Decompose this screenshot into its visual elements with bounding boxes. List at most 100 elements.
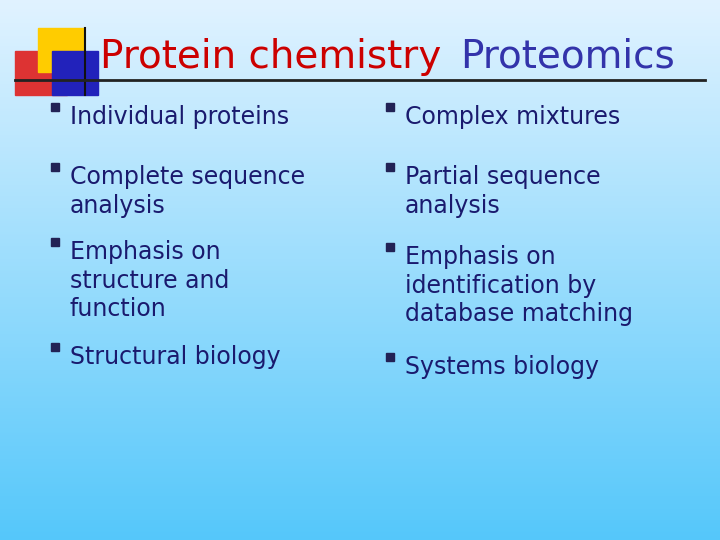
Bar [0, 214, 720, 216]
Bar [0, 185, 720, 187]
Bar [0, 46, 720, 49]
Bar [0, 171, 720, 173]
Bar [0, 201, 720, 204]
Text: Emphasis on
identification by
database matching: Emphasis on identification by database m… [405, 245, 633, 327]
Bar [0, 167, 720, 169]
Bar [0, 194, 720, 196]
Bar [0, 26, 720, 29]
Bar [0, 19, 720, 22]
Bar [0, 192, 720, 194]
Bar [0, 302, 720, 304]
Bar [0, 511, 720, 513]
Bar [0, 264, 720, 266]
Bar [0, 140, 720, 142]
Bar [0, 414, 720, 416]
Bar [52, 51, 98, 95]
Bar [0, 141, 720, 144]
Text: Complex mixtures: Complex mixtures [405, 105, 620, 129]
Text: Partial sequence
analysis: Partial sequence analysis [405, 165, 600, 218]
Bar [0, 131, 720, 133]
Bar [0, 311, 720, 313]
Bar [0, 43, 720, 45]
Bar [0, 75, 720, 77]
Bar [0, 156, 720, 158]
Bar [0, 431, 720, 434]
Bar [0, 446, 720, 448]
Bar [0, 268, 720, 270]
Bar [0, 178, 720, 180]
Bar [0, 33, 720, 36]
Bar [0, 66, 720, 69]
Bar [0, 363, 720, 366]
Bar [0, 529, 720, 531]
Bar [0, 473, 720, 475]
Bar [0, 295, 720, 297]
Bar [0, 287, 720, 290]
Bar [0, 233, 720, 236]
Bar [0, 421, 720, 423]
Bar [0, 303, 720, 306]
Bar [0, 336, 720, 339]
Bar [0, 291, 720, 293]
Bar [0, 208, 720, 211]
Bar [0, 257, 720, 259]
Bar [0, 113, 720, 115]
Bar [0, 163, 720, 166]
Bar [0, 354, 720, 356]
Bar [0, 449, 720, 452]
Bar [0, 309, 720, 312]
Bar [0, 129, 720, 131]
Bar [0, 152, 720, 155]
Bar [0, 536, 720, 538]
Bar [0, 509, 720, 511]
Bar [0, 25, 720, 27]
Bar [0, 266, 720, 268]
Bar [0, 222, 720, 225]
Bar [0, 68, 720, 70]
Bar [0, 367, 720, 369]
Bar [0, 322, 720, 324]
Bar [0, 84, 720, 86]
Bar [0, 464, 720, 466]
Bar [0, 97, 720, 99]
Bar [0, 1, 720, 4]
Bar [0, 468, 720, 470]
Bar [0, 276, 720, 279]
Bar [0, 327, 720, 329]
Bar [0, 117, 720, 119]
Bar [0, 341, 720, 344]
Bar [0, 0, 720, 2]
Bar [0, 253, 720, 255]
Bar [0, 376, 720, 378]
Bar [0, 438, 720, 441]
Bar [0, 370, 720, 373]
Bar [0, 23, 720, 25]
Bar [0, 55, 720, 58]
Bar [0, 286, 720, 288]
Bar [0, 122, 720, 124]
Bar [0, 206, 720, 209]
Bar [0, 279, 720, 281]
Bar [0, 248, 720, 250]
Bar [0, 476, 720, 479]
Bar [0, 10, 720, 12]
Bar [0, 395, 720, 398]
Bar [0, 232, 720, 234]
Bar [0, 134, 720, 137]
Bar [0, 422, 720, 425]
Bar [0, 125, 720, 128]
Bar [0, 28, 720, 31]
Bar [0, 118, 720, 120]
Bar [0, 392, 720, 394]
Bar [0, 239, 720, 241]
Bar [0, 280, 720, 282]
Bar [0, 377, 720, 380]
Bar [0, 188, 720, 191]
Bar [0, 523, 720, 525]
Bar [0, 347, 720, 349]
Bar [0, 289, 720, 292]
Bar [0, 127, 720, 130]
Bar [0, 226, 720, 228]
Bar [0, 507, 720, 509]
Bar [0, 532, 720, 535]
